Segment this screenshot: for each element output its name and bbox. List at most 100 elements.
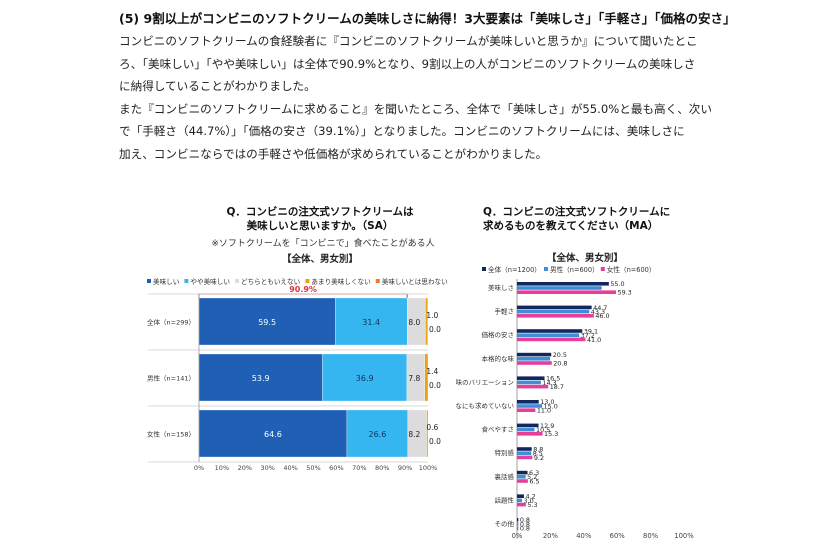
category-label: 手軽さ (495, 307, 515, 316)
bar (517, 498, 523, 503)
bar (517, 384, 549, 389)
legend-label: 美味しいとは思わない (382, 277, 448, 286)
bar (517, 361, 552, 365)
bar (517, 333, 580, 337)
data-label: 6.5 (529, 477, 539, 485)
x-tick-label: 80% (643, 532, 659, 540)
data-label: 0.6 (426, 423, 438, 432)
x-tick-label: 0% (194, 464, 204, 472)
data-label: 39.1 (584, 327, 598, 335)
legend-swatch (375, 279, 380, 283)
legend-swatch (147, 279, 151, 283)
x-tick-label: 30% (260, 464, 274, 472)
bar (517, 286, 602, 290)
data-label: 0.0 (429, 437, 441, 446)
data-label: 5.2 (527, 473, 537, 481)
data-label: 14.3 (542, 379, 556, 387)
bar-segment (426, 409, 429, 458)
category-label: 裏話感 (495, 472, 515, 481)
category-label: 話題性 (495, 495, 515, 504)
bar-segment (198, 297, 336, 346)
data-label: 36.9 (356, 374, 374, 383)
data-label: 8.5 (533, 450, 543, 458)
left-chart-note: ※ソフトクリームを「コンビニで」食べたことがある人 (211, 239, 435, 249)
data-label: 9.2 (534, 454, 544, 462)
legend-label: 女性（n=600） (607, 265, 656, 274)
bar (517, 447, 532, 451)
bar (517, 494, 525, 498)
bar (517, 400, 539, 404)
paragraph-line: に納得していることがわかりました。 (119, 79, 316, 93)
x-tick-label: 70% (352, 464, 366, 472)
x-tick-label: 60% (610, 532, 626, 540)
data-label: 0.0 (429, 325, 441, 334)
bar (517, 314, 594, 318)
data-label: 15.0 (544, 402, 558, 410)
bar (517, 451, 532, 455)
data-label: 0.8 (520, 520, 530, 528)
legend-label: あまり美味しくない (311, 277, 371, 286)
legend-swatch (235, 279, 239, 283)
left-chart-title: Q．コンビニの注文式ソフトクリームは 美味しいと思いますか。（SA） (226, 206, 414, 232)
bar (517, 526, 519, 530)
bar (517, 522, 519, 526)
data-label: 0.0 (429, 381, 441, 390)
bar (517, 408, 536, 412)
data-label: 26.6 (368, 430, 386, 439)
bar (517, 518, 519, 522)
legend-swatch (544, 267, 548, 271)
x-tick-label: 100% (419, 464, 438, 472)
data-label: 8.2 (408, 430, 420, 439)
bar-segment (322, 353, 408, 402)
x-tick-label: 40% (283, 464, 297, 472)
right-chart-title: Q．コンビニの注文式ソフトクリームに 求めるものを教えてください（MA） (483, 206, 671, 232)
x-tick-label: 50% (306, 464, 320, 472)
data-label: 11.0 (537, 407, 551, 415)
bar (517, 376, 545, 380)
bar-segment (198, 409, 348, 458)
legend-label: 美味しい (153, 277, 180, 286)
legend-swatch (305, 279, 310, 283)
x-tick-label: 20% (543, 532, 559, 540)
data-label: 41.0 (587, 336, 601, 344)
bar (517, 357, 551, 361)
data-label: 7.8 (408, 374, 420, 383)
data-label: 3.0 (524, 497, 534, 505)
bar-segment (424, 353, 429, 402)
bar (517, 337, 586, 342)
data-label: 8.0 (408, 318, 420, 327)
data-label: 20.8 (553, 359, 567, 367)
category-label: なにも求めていない (456, 401, 515, 410)
data-label: 1.0 (426, 311, 438, 320)
bar (517, 290, 617, 294)
bar (517, 455, 533, 460)
bar (517, 352, 552, 357)
bar (517, 305, 592, 310)
x-tick-label: 20% (238, 464, 252, 472)
data-label: 55.0 (610, 280, 624, 288)
data-label: 16.5 (546, 375, 560, 383)
highlight-label: 90.9% (289, 285, 317, 294)
left-chart-subtitle: 【全体、男女別】 (281, 254, 358, 265)
category-label: 味のバリエーション (456, 377, 514, 386)
bar (517, 432, 543, 436)
category-label: 特別感 (495, 448, 515, 457)
data-label: 6.3 (529, 469, 539, 477)
data-label: 13.0 (540, 398, 554, 406)
paragraph-line: 加え、コンビニならではの手軽さや低価格が求められていることがわかりました。 (119, 146, 548, 161)
bar (517, 404, 543, 408)
category-label: その他 (495, 519, 515, 528)
category-label: 価格の安さ (482, 330, 515, 339)
data-label: 43.3 (591, 308, 605, 316)
legend-label: 全体（n=1200） (488, 265, 541, 274)
paragraph-line: で「手軽さ（44.7%）」「価格の安さ（39.1%）」となりました。コンビニのソ… (119, 124, 685, 138)
data-label: 12.9 (540, 422, 554, 430)
data-label: 37.2 (581, 332, 595, 340)
article: (5) 9割以上がコンビニのソフトクリームの美味しさに納得！3大要素は「美味しさ… (119, 8, 739, 165)
x-tick-label: 90% (398, 464, 412, 472)
bar-segment (346, 409, 408, 458)
category-label: 全体（n=299） (147, 318, 195, 327)
category-label: 美味しさ (488, 283, 514, 292)
